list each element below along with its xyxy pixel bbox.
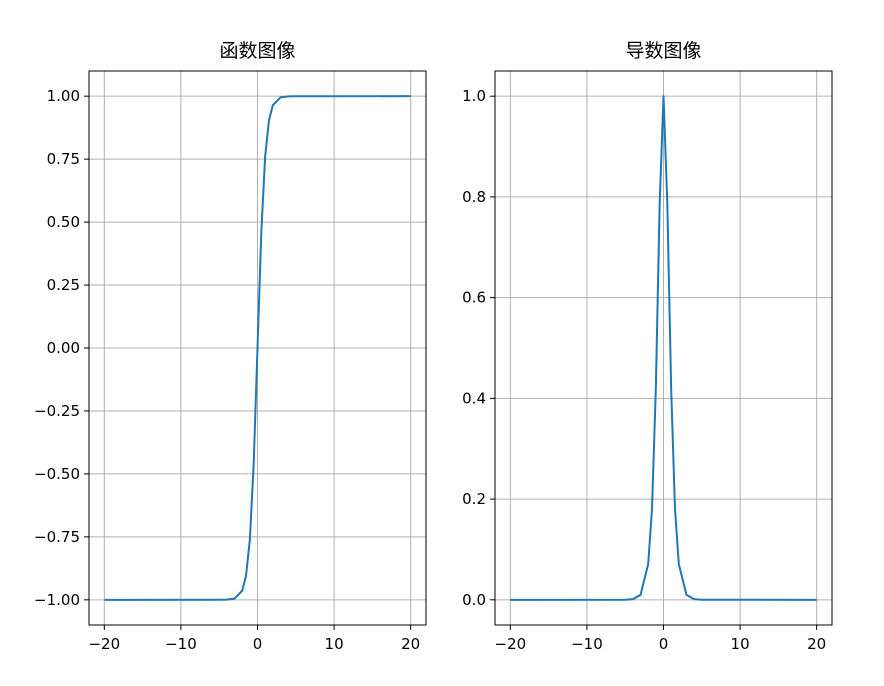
y-tick-label: 0.25 bbox=[47, 276, 80, 294]
y-tick-label: 0.8 bbox=[462, 188, 486, 206]
derivative-plot-ticks: −20 −10 0 10 20 0.0 0.2 0.4 0.6 0.8 1.0 bbox=[462, 87, 826, 653]
function-plot-series bbox=[104, 95, 411, 601]
function-plot-frame bbox=[88, 70, 427, 626]
x-tick-label: −20 bbox=[88, 635, 120, 653]
x-tick-label: −10 bbox=[571, 635, 603, 653]
y-tick-label: 0.2 bbox=[462, 490, 486, 508]
function-plot: −20 −10 0 10 20 −1.00 −0.75 −0.50 −0.25 0.00 0.25 0… bbox=[34, 40, 427, 653]
y-tick-label: 0.6 bbox=[462, 289, 486, 307]
y-tick-label: −1.00 bbox=[34, 591, 80, 609]
x-tick-label: 20 bbox=[401, 635, 420, 653]
y-tick-label: 1.00 bbox=[47, 87, 80, 105]
function-plot-title: 函数图像 bbox=[219, 40, 295, 62]
y-tick-label: 0.50 bbox=[47, 213, 80, 231]
y-tick-label: 1.0 bbox=[462, 87, 486, 105]
x-tick-label: 10 bbox=[325, 635, 344, 653]
derivative-plot-title: 导数图像 bbox=[625, 40, 701, 62]
derivative-plot-frame bbox=[494, 70, 833, 626]
series-line bbox=[510, 95, 817, 601]
x-tick-label: 0 bbox=[253, 635, 263, 653]
derivative-plot-series bbox=[510, 95, 817, 601]
y-tick-label: −0.25 bbox=[34, 402, 80, 420]
y-tick-label: 0.4 bbox=[462, 389, 486, 407]
derivative-plot: −20 −10 0 10 20 0.0 0.2 0.4 0.6 0.8 1.0 导数图像 bbox=[462, 40, 833, 653]
x-tick-label: −20 bbox=[494, 635, 526, 653]
series-line bbox=[104, 95, 411, 601]
x-tick-label: 0 bbox=[659, 635, 669, 653]
x-tick-label: 20 bbox=[807, 635, 826, 653]
y-tick-label: 0.0 bbox=[462, 591, 486, 609]
function-plot-ticks: −20 −10 0 10 20 −1.00 −0.75 −0.50 −0.25 0.00 0.25 0… bbox=[34, 87, 420, 653]
y-tick-label: −0.50 bbox=[34, 465, 80, 483]
x-tick-label: 10 bbox=[731, 635, 750, 653]
y-tick-label: −0.75 bbox=[34, 528, 80, 546]
y-tick-label: 0.75 bbox=[47, 150, 80, 168]
y-tick-label: 0.00 bbox=[47, 339, 80, 357]
x-tick-label: −10 bbox=[165, 635, 197, 653]
